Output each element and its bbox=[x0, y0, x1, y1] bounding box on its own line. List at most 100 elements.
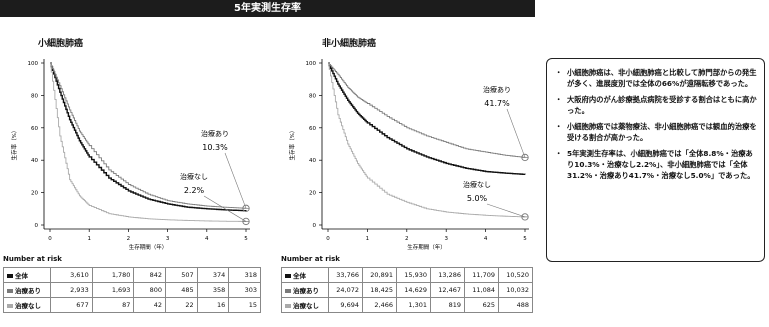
legend-swatch bbox=[7, 274, 13, 278]
survival-curve-overall bbox=[328, 62, 526, 175]
risk-cell: 24,072 bbox=[328, 282, 363, 298]
risk-cell: 488 bbox=[498, 297, 533, 313]
risk-cell: 2,933 bbox=[50, 282, 93, 298]
risk-row: 全体 3,610 1,780 842 507 374 318 bbox=[3, 267, 261, 283]
risk-label-text: 治療なし bbox=[15, 302, 41, 310]
risk-cell: 2,466 bbox=[362, 297, 397, 313]
risk-cell: 87 bbox=[91, 297, 135, 313]
y-tick-label: 0 bbox=[313, 223, 317, 229]
x-tick-label: 1 bbox=[366, 236, 370, 242]
end-marker bbox=[242, 204, 250, 212]
note-item: 小細胞肺癌では薬物療法、非小細胞肺癌では観血的治療を受ける割合が高かった。 bbox=[555, 122, 758, 144]
y-axis-label: 生存率（%） bbox=[288, 128, 296, 161]
end-marker bbox=[521, 153, 529, 162]
risk-cell: 507 bbox=[165, 267, 198, 283]
risk-cell: 10,032 bbox=[498, 282, 533, 298]
survival-curve-overall bbox=[50, 62, 247, 212]
x-tick-label: 3 bbox=[166, 236, 170, 242]
risk-cell: 16 bbox=[196, 297, 230, 313]
risk-cell: 800 bbox=[133, 282, 167, 298]
x-tick-label: 0 bbox=[326, 236, 330, 242]
annotation-label: 治療なし bbox=[463, 180, 491, 189]
annotation-value: 10.3% bbox=[202, 143, 228, 152]
annotation-leader bbox=[203, 195, 247, 222]
chart-title-non-small-cell: 非小細胞肺癌 bbox=[322, 39, 377, 49]
y-tick-label: 80 bbox=[31, 93, 38, 99]
y-tick-label: 100 bbox=[306, 61, 317, 67]
y-tick-label: 40 bbox=[309, 158, 316, 164]
x-tick-label: 5 bbox=[244, 236, 248, 242]
x-tick-label: 2 bbox=[405, 236, 409, 242]
number-at-risk-label: Number at risk bbox=[281, 255, 340, 263]
risk-cell: 11,709 bbox=[464, 267, 499, 283]
risk-cell: 13,286 bbox=[430, 267, 465, 283]
risk-cell: 9,694 bbox=[328, 297, 363, 313]
annotation-label: 治療あり bbox=[483, 85, 511, 94]
x-tick-label: 4 bbox=[484, 236, 488, 242]
x-tick-label: 3 bbox=[444, 236, 448, 242]
risk-cell: 22 bbox=[165, 297, 198, 313]
risk-cell: 819 bbox=[430, 297, 465, 313]
survival-curve-untreated bbox=[50, 62, 247, 222]
x-tick-label: 4 bbox=[205, 236, 209, 242]
y-tick-label: 100 bbox=[28, 61, 39, 67]
x-axis-label: 生存期間（年） bbox=[129, 243, 168, 251]
risk-cell: 625 bbox=[464, 297, 499, 313]
y-axis-label: 生存率（%） bbox=[10, 128, 18, 161]
y-tick-label: 60 bbox=[31, 126, 38, 132]
legend-swatch bbox=[285, 274, 291, 278]
end-marker bbox=[242, 217, 250, 226]
risk-row: 治療あり 2,933 1,693 800 485 358 303 bbox=[3, 282, 261, 298]
risk-cell: 358 bbox=[196, 282, 230, 298]
x-axis-label: 生存期間（年） bbox=[407, 243, 446, 251]
y-tick-label: 80 bbox=[309, 93, 316, 99]
survival-curve-treated bbox=[50, 62, 247, 209]
risk-cell: 374 bbox=[196, 267, 230, 283]
x-tick-label: 0 bbox=[48, 236, 52, 242]
annotation-label: 治療なし bbox=[180, 172, 208, 181]
annotation-value: 2.2% bbox=[184, 186, 205, 195]
annotation-label: 治療あり bbox=[201, 129, 229, 138]
risk-cell: 303 bbox=[228, 282, 261, 298]
risk-cell: 11,084 bbox=[464, 282, 499, 298]
risk-row-label: 全体 bbox=[3, 267, 51, 283]
risk-table-non-small-cell: 全体 33,766 20,891 15,930 13,286 11,709 10,520 治療… bbox=[281, 267, 533, 313]
risk-row-label: 全体 bbox=[281, 267, 329, 283]
risk-cell: 318 bbox=[228, 267, 261, 283]
annotation-value: 41.7% bbox=[484, 99, 510, 108]
risk-row-label: 治療なし bbox=[3, 297, 51, 313]
legend-swatch bbox=[7, 289, 13, 293]
note-item: 5年実測生存率は、小細胞肺癌では「全体8.8%・治療あり10.3%・治療なし2.… bbox=[555, 149, 758, 182]
x-tick-label: 5 bbox=[523, 236, 527, 242]
annotation-leader bbox=[506, 108, 526, 158]
risk-cell: 14,629 bbox=[396, 282, 431, 298]
risk-cell: 3,610 bbox=[50, 267, 93, 283]
risk-cell: 1,780 bbox=[91, 267, 135, 283]
risk-cell: 42 bbox=[133, 297, 167, 313]
survival-curve-treated bbox=[328, 62, 526, 158]
risk-cell: 10,520 bbox=[498, 267, 533, 283]
y-tick-label: 0 bbox=[35, 223, 39, 229]
risk-row-label: 治療あり bbox=[3, 282, 51, 298]
risk-cell: 842 bbox=[133, 267, 167, 283]
note-item: 大阪府内のがん診療拠点病院を受診する割合はともに高かった。 bbox=[555, 95, 758, 117]
risk-cell: 33,766 bbox=[328, 267, 363, 283]
y-tick-label: 20 bbox=[309, 191, 316, 197]
note-item: 小細胞肺癌は、非小細胞肺癌と比較して肺門部からの発生が多く、進展度別では全体の6… bbox=[555, 68, 758, 90]
annotation-leader bbox=[486, 203, 526, 218]
risk-table-small-cell: 全体 3,610 1,780 842 507 374 318 治療あり 2,933 1,693 80… bbox=[3, 267, 261, 313]
chart-title-small-cell: 小細胞肺癌 bbox=[38, 39, 84, 49]
summary-notes: 小細胞肺癌は、非小細胞肺癌と比較して肺門部からの発生が多く、進展度別では全体の6… bbox=[546, 58, 765, 262]
risk-cell: 15,930 bbox=[396, 267, 431, 283]
x-tick-label: 2 bbox=[127, 236, 131, 242]
risk-cell: 485 bbox=[165, 282, 198, 298]
risk-row: 全体 33,766 20,891 15,930 13,286 11,709 10,520 bbox=[281, 267, 533, 283]
y-tick-label: 20 bbox=[31, 191, 38, 197]
risk-cell: 20,891 bbox=[362, 267, 397, 283]
annotation-leader bbox=[224, 152, 247, 209]
risk-label-text: 治療なし bbox=[293, 302, 319, 310]
survival-curve-untreated bbox=[328, 62, 526, 218]
end-marker bbox=[521, 213, 529, 221]
risk-row: 治療なし 677 87 42 22 16 15 bbox=[3, 297, 261, 313]
